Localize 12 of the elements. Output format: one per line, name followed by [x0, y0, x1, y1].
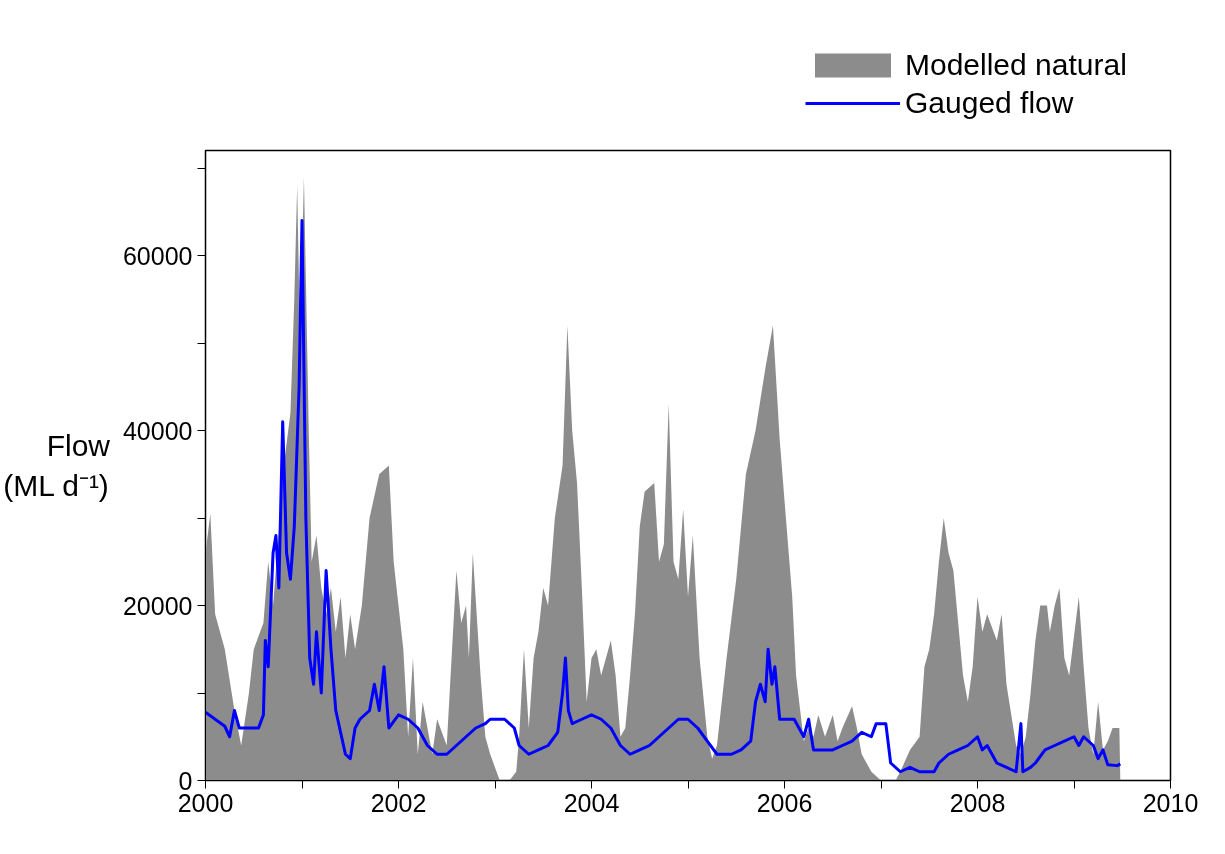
- y-tick-label: 20000: [122, 591, 193, 620]
- y-tick-label: 60000: [122, 241, 193, 270]
- x-tick-label: 2006: [756, 788, 813, 817]
- legend-label: Modelled natural: [905, 48, 1127, 82]
- y-tick-label: 0: [178, 766, 193, 795]
- x-tick-label: 2008: [949, 788, 1006, 817]
- x-tick-label: 2004: [563, 788, 620, 817]
- y-axis-title: Flow (ML d⁻¹): [3, 429, 111, 502]
- y-tick-label: 40000: [122, 416, 193, 445]
- x-tick-label: 2010: [1142, 788, 1199, 817]
- legend-label: Gauged flow: [905, 86, 1074, 120]
- x-tick-label: 2002: [370, 788, 427, 817]
